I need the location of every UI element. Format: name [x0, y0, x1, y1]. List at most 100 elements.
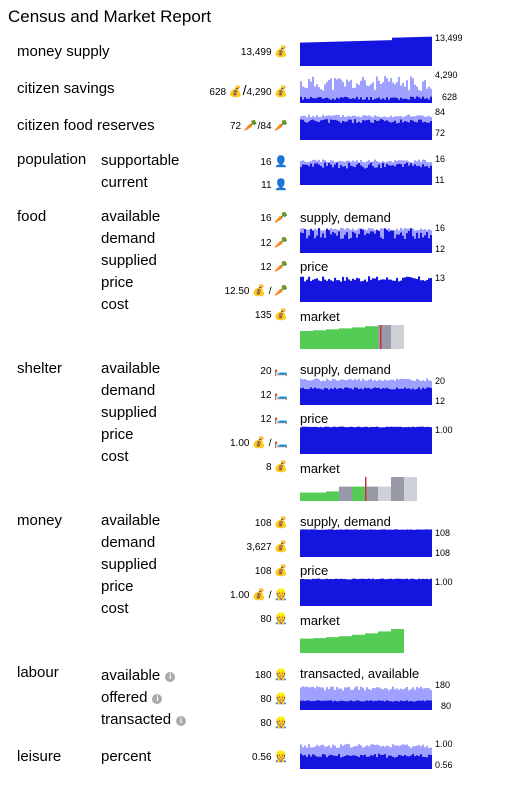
dark-bar: [366, 700, 369, 710]
citizen-savings-chart: [300, 76, 432, 103]
dark-bar: [374, 98, 377, 103]
market-marker: [380, 325, 382, 349]
dark-bar: [344, 701, 347, 710]
info-icon[interactable]: i: [165, 672, 176, 682]
dark-bar: [426, 578, 429, 606]
dark-bar: [328, 426, 331, 454]
dark-bar: [362, 166, 365, 185]
dark-bar: [300, 388, 303, 405]
dark-bar: [426, 122, 429, 140]
market-bar: [326, 491, 339, 501]
dark-bar: [322, 427, 325, 454]
light-bar: [334, 689, 336, 710]
light-bar: [312, 76, 314, 103]
dark-bar: [326, 41, 329, 66]
dark-bar: [316, 529, 319, 557]
dark-bar: [332, 529, 335, 557]
dark-bar: [414, 756, 417, 769]
dark-bar: [410, 119, 413, 140]
dark-bar: [388, 231, 391, 253]
dark-bar: [306, 238, 309, 253]
dark-bar: [384, 529, 387, 557]
dark-bar: [406, 388, 409, 405]
dark-bar: [394, 389, 397, 405]
bed-icon: 🛏️: [274, 437, 288, 449]
dark-bar: [362, 280, 365, 302]
info-icon[interactable]: i: [176, 716, 187, 726]
dark-bar: [420, 426, 423, 454]
dark-bar: [346, 277, 349, 302]
dark-bar: [322, 529, 325, 557]
dark-bar: [370, 389, 373, 405]
dark-bar: [412, 426, 415, 454]
dark-bar: [308, 529, 311, 557]
info-icon[interactable]: i: [152, 694, 163, 704]
dark-bar: [364, 387, 367, 405]
dark-bar: [398, 529, 401, 557]
dark-bar: [318, 122, 321, 140]
dark-bar: [424, 579, 427, 606]
dark-bar: [402, 98, 405, 103]
dark-bar: [300, 96, 303, 103]
dark-bar: [308, 754, 311, 769]
light-bar: [324, 84, 326, 103]
citizen-savings-chart-max: 4,290: [435, 70, 458, 80]
dark-bar: [382, 279, 385, 302]
dark-bar: [326, 119, 329, 140]
dark-bar: [356, 756, 359, 769]
dark-bar: [416, 232, 419, 253]
dark-bar: [366, 97, 369, 103]
dark-bar: [374, 278, 377, 302]
dark-bar: [424, 388, 427, 405]
light-bar: [308, 687, 310, 710]
dark-bar: [374, 119, 377, 140]
dark-bar: [350, 41, 353, 66]
dark-bar: [310, 120, 313, 140]
light-bar: [326, 687, 328, 710]
dark-bar: [330, 119, 333, 140]
dark-bar: [324, 700, 327, 710]
dark-bar: [326, 165, 329, 185]
dark-bar: [408, 165, 411, 185]
dark-bar: [312, 754, 315, 769]
light-bar: [344, 86, 346, 103]
dark-bar: [314, 42, 317, 66]
dark-bar: [320, 42, 323, 66]
dark-bar: [320, 700, 323, 710]
dark-bar: [406, 37, 409, 66]
dark-bar: [344, 427, 347, 454]
dark-bar: [334, 529, 337, 557]
dark-bar: [390, 529, 393, 557]
light-bar: [308, 78, 310, 103]
dark-bar: [342, 97, 345, 103]
dark-bar: [398, 122, 401, 140]
dark-bar: [366, 120, 369, 140]
shelter-price-label: price: [101, 426, 134, 443]
dark-bar: [388, 700, 391, 710]
citizen-food-value: 72 🥕/84 🥕: [230, 120, 288, 132]
dark-bar: [396, 756, 399, 769]
light-bar: [318, 87, 320, 103]
dark-bar: [372, 388, 375, 405]
light-bar: [332, 90, 334, 103]
dark-bar: [372, 166, 375, 185]
dark-bar: [400, 164, 403, 185]
dark-bar: [300, 119, 303, 140]
dark-bar: [352, 389, 355, 405]
light-bar: [344, 687, 346, 710]
labour-offered-value: 80 👷: [260, 693, 288, 705]
dark-bar: [330, 41, 333, 66]
light-bar: [342, 81, 344, 103]
dark-bar: [342, 121, 345, 140]
light-bar: [428, 86, 430, 103]
shelter-market-chart: [300, 477, 417, 501]
money-chart-max: 108: [435, 528, 451, 538]
dark-bar: [310, 163, 313, 185]
dark-bar: [368, 119, 371, 140]
light-bar: [370, 689, 372, 710]
money-bag-icon: 💰: [274, 517, 288, 529]
dark-bar: [372, 122, 375, 140]
money-supply-chart: [300, 36, 432, 66]
dark-bar: [400, 37, 403, 66]
dark-bar: [428, 36, 431, 66]
